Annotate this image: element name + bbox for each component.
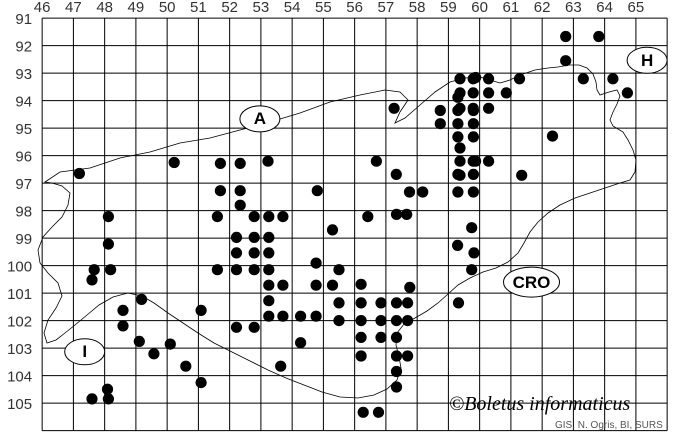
svg-text:105: 105 [7,396,32,413]
svg-text:59: 59 [440,0,457,16]
svg-text:46: 46 [34,0,51,16]
svg-text:57: 57 [378,0,395,16]
svg-text:65: 65 [628,0,645,16]
svg-text:102: 102 [7,314,32,331]
svg-text:93: 93 [15,66,32,83]
svg-text:96: 96 [15,149,32,166]
svg-text:100: 100 [7,259,32,276]
svg-text:58: 58 [409,0,426,16]
svg-text:61: 61 [503,0,520,16]
svg-text:48: 48 [96,0,113,16]
svg-text:103: 103 [7,341,32,358]
svg-text:50: 50 [159,0,176,16]
svg-text:95: 95 [15,121,32,138]
svg-text:63: 63 [565,0,582,16]
svg-text:CRO: CRO [513,273,551,292]
svg-text:94: 94 [15,94,32,111]
svg-text:47: 47 [65,0,82,16]
svg-text:GIS, N. Ogris, BI, SURS: GIS, N. Ogris, BI, SURS [555,420,663,431]
svg-text:55: 55 [315,0,332,16]
svg-text:©Boletus informaticus: ©Boletus informaticus [449,393,631,415]
svg-text:56: 56 [346,0,363,16]
svg-text:97: 97 [15,176,32,193]
svg-text:101: 101 [7,286,32,303]
svg-text:91: 91 [15,11,32,28]
svg-text:A: A [254,109,266,128]
svg-text:I: I [82,342,87,361]
svg-text:62: 62 [534,0,551,16]
svg-text:53: 53 [253,0,270,16]
svg-text:60: 60 [471,0,488,16]
svg-text:64: 64 [596,0,613,16]
svg-text:104: 104 [7,369,32,386]
svg-text:51: 51 [190,0,207,16]
svg-text:H: H [641,51,653,70]
svg-text:98: 98 [15,204,32,221]
svg-text:52: 52 [221,0,238,16]
svg-text:99: 99 [15,231,32,248]
svg-text:49: 49 [128,0,145,16]
svg-text:54: 54 [284,0,301,16]
svg-text:92: 92 [15,39,32,56]
